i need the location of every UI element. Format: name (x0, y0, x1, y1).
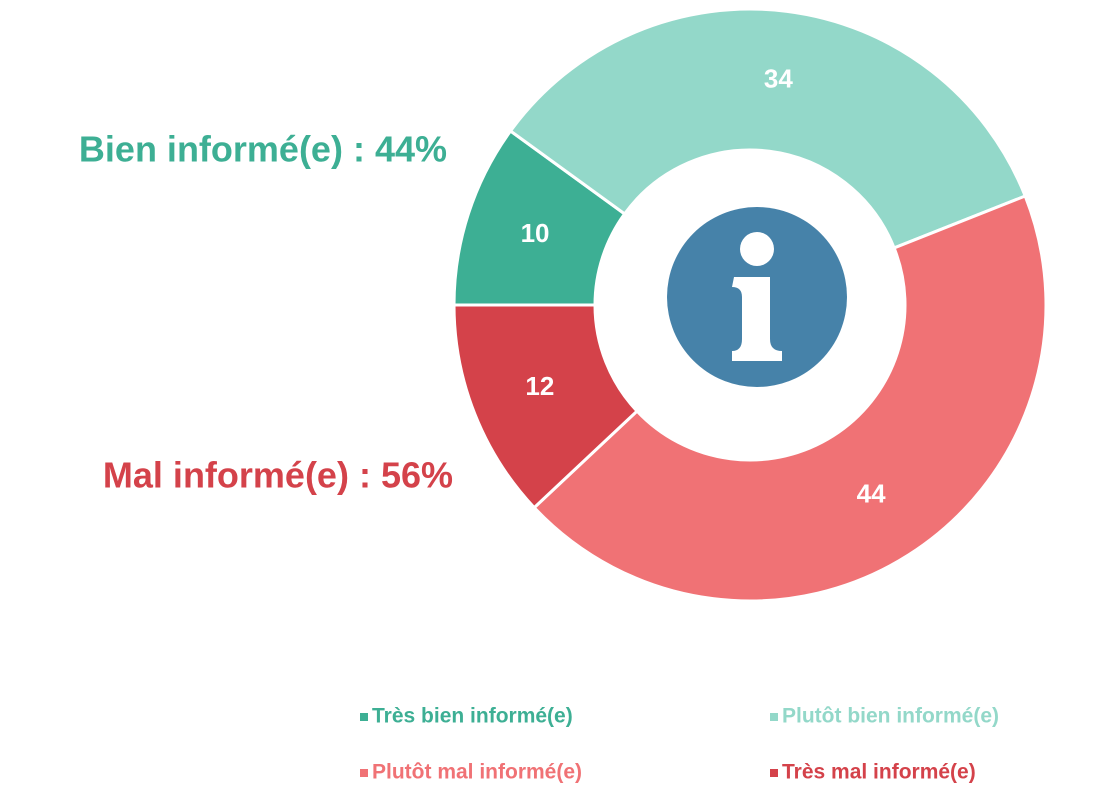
icon-stem (732, 277, 782, 361)
icon-dot (740, 232, 774, 266)
legend-marker (360, 713, 368, 721)
donut (452, 7, 1048, 603)
slice (452, 303, 640, 510)
data-label: 44 (857, 479, 886, 509)
data-label: 34 (764, 64, 793, 94)
data-label: 10 (521, 218, 550, 248)
legend-label: Plutôt mal informé(e) (372, 761, 582, 784)
legend-label: Très mal informé(e) (782, 761, 976, 784)
annotation: Mal informé(e) : 56% (103, 455, 453, 496)
legend-marker (360, 769, 368, 777)
legend-marker (770, 769, 778, 777)
annotation: Bien informé(e) : 44% (79, 129, 447, 170)
legend-label: Très bien informé(e) (372, 705, 573, 728)
legend-label: Plutôt bien informé(e) (782, 705, 999, 728)
legend-marker (770, 713, 778, 721)
data-label: 12 (525, 371, 554, 401)
slice (508, 7, 1028, 250)
slice (532, 194, 1048, 603)
info-icon (667, 207, 847, 387)
